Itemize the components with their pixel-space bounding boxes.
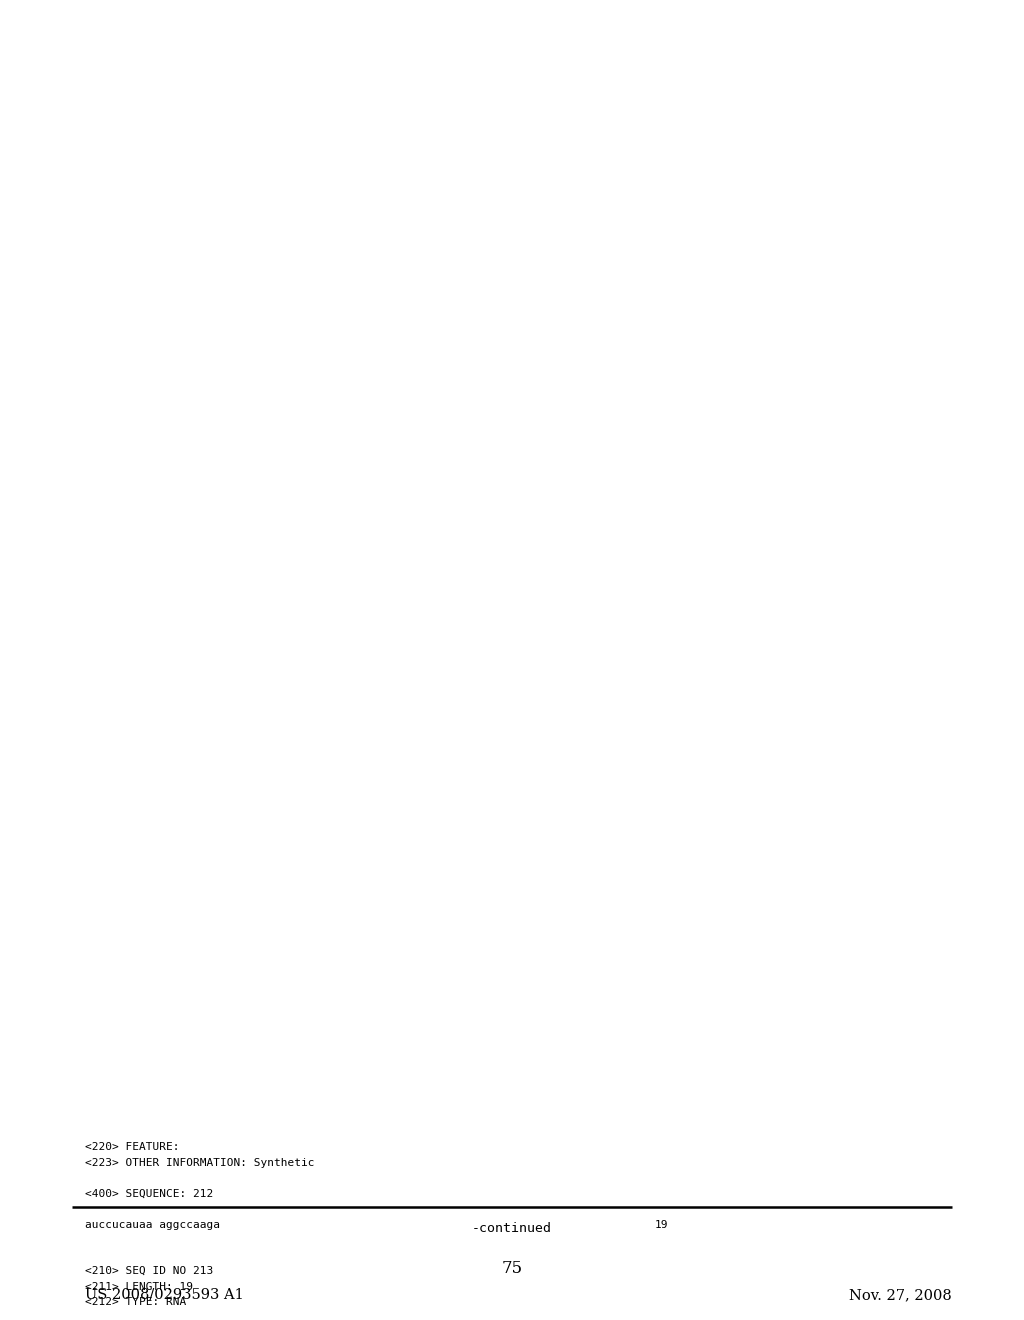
Text: US 2008/0293593 A1: US 2008/0293593 A1 xyxy=(85,1288,244,1302)
Text: <220> FEATURE:: <220> FEATURE: xyxy=(85,1142,179,1152)
Text: <211> LENGTH: 19: <211> LENGTH: 19 xyxy=(85,1282,193,1291)
Text: -continued: -continued xyxy=(472,1222,552,1236)
Text: 75: 75 xyxy=(502,1261,522,1276)
Text: <210> SEQ ID NO 213: <210> SEQ ID NO 213 xyxy=(85,1266,213,1276)
Text: auccucauaa aggccaaga: auccucauaa aggccaaga xyxy=(85,1220,220,1229)
Text: 19: 19 xyxy=(655,1220,669,1229)
Text: <400> SEQUENCE: 212: <400> SEQUENCE: 212 xyxy=(85,1188,213,1199)
Text: <223> OTHER INFORMATION: Synthetic: <223> OTHER INFORMATION: Synthetic xyxy=(85,1158,314,1167)
Text: <212> TYPE: RNA: <212> TYPE: RNA xyxy=(85,1298,186,1307)
Text: Nov. 27, 2008: Nov. 27, 2008 xyxy=(849,1288,952,1302)
